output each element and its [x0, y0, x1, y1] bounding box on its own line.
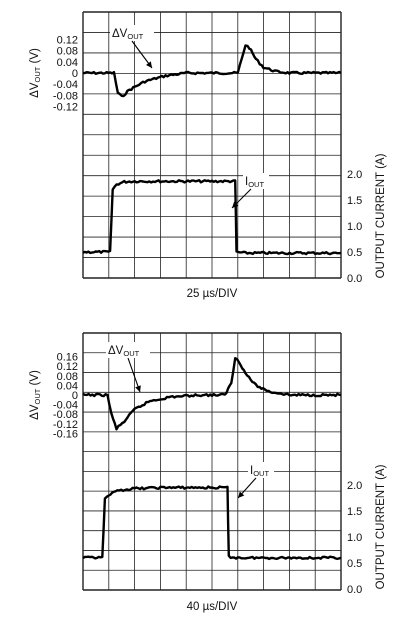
left-tick-label: -0.04: [53, 79, 78, 91]
right-tick-label: 0.5: [347, 247, 362, 259]
left-tick-label: 0.12: [57, 361, 78, 373]
time-per-div-label: 25 µs/DIV: [187, 288, 238, 300]
right-tick-label: 2.0: [347, 480, 362, 492]
annotation-background: [243, 173, 269, 189]
left-tick-label: 0.08: [57, 371, 78, 383]
left-tick-label: -0.16: [53, 428, 78, 440]
bottom-panel: 0.160.120.080.040-0.04-0.08-0.12-0.16 2.0…: [29, 332, 387, 613]
left-tick-label: 0.04: [57, 57, 78, 69]
left-tick-label: 0: [72, 390, 78, 402]
right-axis-label: OUTPUT CURRENT (A): [375, 153, 387, 278]
grid: [82, 11, 342, 279]
grid: [82, 332, 342, 591]
left-tick-label: -0.12: [53, 102, 78, 114]
left-tick-label: 0.04: [57, 380, 78, 392]
left-tick-label: -0.08: [53, 409, 78, 421]
current-trace: [82, 485, 342, 561]
annotation-leader: [127, 357, 141, 393]
right-tick-label: 1.5: [347, 195, 362, 207]
left-tick-label: 0: [72, 68, 78, 80]
arrow-head-icon: [135, 385, 141, 392]
right-tick-label: 0.0: [347, 584, 362, 596]
left-tick-label: 0.08: [57, 46, 78, 58]
voltage-trace: [82, 44, 342, 98]
right-tick-label: 1.0: [347, 532, 362, 544]
current-trace: [82, 178, 342, 256]
right-tick-label: 2.0: [347, 169, 362, 181]
voltage-trace: [82, 357, 342, 431]
arrow-head-icon: [146, 61, 152, 68]
arrow-head-icon: [232, 201, 239, 208]
right-tick-label: 0.0: [347, 273, 362, 285]
right-tick-label: 1.0: [347, 221, 362, 233]
annotation-background: [110, 25, 154, 41]
annotation-background: [106, 342, 150, 358]
left-tick-label: -0.12: [53, 419, 78, 431]
left-tick-label: 0.16: [57, 352, 78, 364]
right-axis-label: OUTPUT CURRENT (A): [375, 464, 387, 589]
arrow-head-icon: [238, 491, 245, 498]
right-tick-label: 1.5: [347, 506, 362, 518]
time-per-div-label: 40 µs/DIV: [187, 601, 238, 613]
top-panel: 0.120.080.040-0.04-0.08-0.12 2.0 1.5 1.0 0.5…: [29, 11, 387, 300]
delta-vout-annotation: ΔVOUT: [108, 345, 140, 358]
left-tick-label: -0.08: [53, 90, 78, 102]
delta-vout-annotation: ΔVOUT: [112, 28, 144, 41]
left-tick-label: -0.04: [53, 400, 78, 412]
iout-annotation: IOUT: [250, 465, 269, 478]
right-tick-label: 0.5: [347, 558, 362, 570]
annotation-background: [248, 462, 274, 478]
left-axis-label: ΔVOUT (V): [29, 48, 42, 98]
iout-annotation: IOUT: [245, 176, 264, 189]
left-tick-label: 0.12: [57, 34, 78, 46]
left-axis-label: ΔVOUT (V): [29, 370, 42, 420]
